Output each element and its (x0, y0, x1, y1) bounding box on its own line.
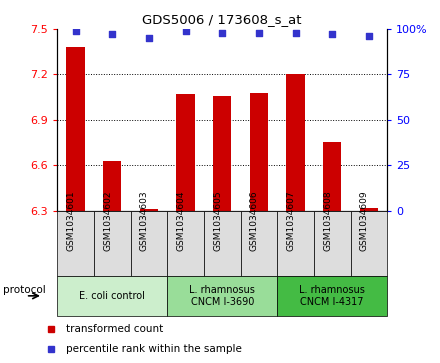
Bar (167, 211, 204, 276)
Text: GSM1034609: GSM1034609 (360, 190, 369, 251)
Bar (241, 211, 277, 276)
Bar (176, 94, 195, 211)
Text: GSM1034606: GSM1034606 (250, 190, 259, 251)
Text: GSM1034603: GSM1034603 (140, 190, 149, 251)
Title: GDS5006 / 173608_s_at: GDS5006 / 173608_s_at (143, 13, 302, 26)
Text: GSM1034604: GSM1034604 (176, 190, 186, 250)
Bar (57, 276, 167, 316)
Bar (360, 208, 378, 211)
Bar (167, 276, 277, 316)
Bar (103, 160, 121, 211)
Text: GSM1034602: GSM1034602 (103, 190, 112, 250)
Bar (204, 211, 241, 276)
Point (255, 30, 262, 36)
Point (182, 28, 189, 34)
Point (292, 30, 299, 36)
Text: E. coli control: E. coli control (79, 291, 145, 301)
Point (329, 32, 336, 37)
Text: GSM1034605: GSM1034605 (213, 190, 222, 251)
Point (219, 30, 226, 36)
Bar (250, 93, 268, 211)
Text: GSM1034608: GSM1034608 (323, 190, 332, 251)
Point (145, 35, 152, 41)
Bar (351, 211, 387, 276)
Text: GSM1034607: GSM1034607 (286, 190, 296, 251)
Text: percentile rank within the sample: percentile rank within the sample (66, 344, 242, 354)
Bar (277, 211, 314, 276)
Bar (140, 209, 158, 211)
Bar (131, 211, 167, 276)
Text: protocol: protocol (3, 285, 46, 295)
Bar (323, 142, 341, 211)
Point (365, 33, 372, 39)
Bar (66, 47, 85, 211)
Text: GSM1034601: GSM1034601 (66, 190, 76, 251)
Point (72, 28, 79, 34)
Bar (213, 95, 231, 211)
Point (109, 32, 116, 37)
Bar (94, 211, 131, 276)
Bar (277, 276, 387, 316)
Text: transformed count: transformed count (66, 325, 164, 334)
Bar (286, 74, 305, 211)
Text: L. rhamnosus
CNCM I-3690: L. rhamnosus CNCM I-3690 (189, 285, 255, 307)
Text: L. rhamnosus
CNCM I-4317: L. rhamnosus CNCM I-4317 (299, 285, 365, 307)
Bar (314, 211, 351, 276)
Bar (57, 211, 94, 276)
